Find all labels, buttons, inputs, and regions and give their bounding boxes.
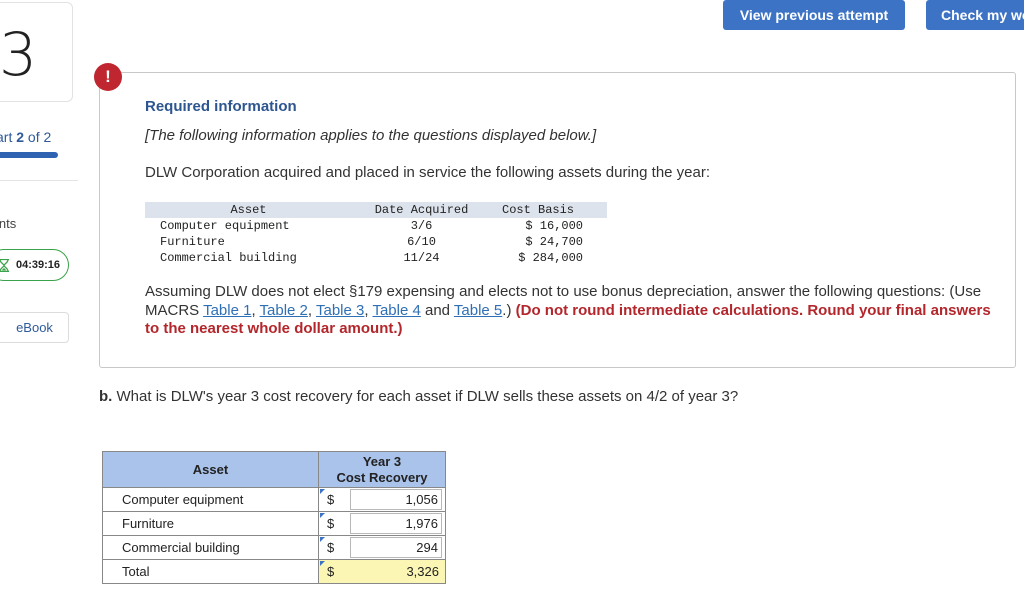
question-number: 3 <box>0 20 38 90</box>
question-text: b. What is DLW's year 3 cost recovery fo… <box>99 388 738 405</box>
ebook-button[interactable]: eBook <box>0 312 69 343</box>
separator: , <box>364 301 373 319</box>
commercial-building-input[interactable]: 294 <box>350 537 442 558</box>
currency-symbol: $ <box>327 540 335 555</box>
table-row-total: Total $ 3,326 <box>102 559 446 584</box>
part-indicator: art 2 of 2 <box>0 129 51 145</box>
answer-cell: 1,976 <box>344 511 446 536</box>
timer-text: 04:39:16 <box>16 259 61 271</box>
answer-cell: 3,326 <box>344 559 446 584</box>
asset-name: Commercial building <box>160 251 297 265</box>
separator: and <box>420 301 454 319</box>
asset-date: 3/6 <box>410 219 433 233</box>
required-information-title: Required information <box>145 98 297 115</box>
currency-symbol: $ <box>327 516 335 531</box>
currency-cell: $ <box>318 559 345 584</box>
view-previous-attempt-button[interactable]: View previous attempt <box>723 0 905 30</box>
info-note: [The following information applies to th… <box>145 127 597 144</box>
asset-date: 6/10 <box>407 235 436 249</box>
assets-table: Asset Date Acquired Cost Basis Computer … <box>145 202 607 266</box>
assets-header-date: Date Acquired <box>352 202 491 218</box>
asset-name: Computer equipment <box>160 219 290 233</box>
macrs-table-3-link[interactable]: Table 3 <box>315 301 365 319</box>
currency-cell: $ <box>318 487 345 512</box>
macrs-table-1-link[interactable]: Table 1 <box>203 301 252 319</box>
separator: .) <box>502 301 516 319</box>
question-label: b. <box>99 388 113 405</box>
timer: 04:39:16 <box>0 249 69 281</box>
instructions-text: Assuming DLW does not elect §179 expensi… <box>145 283 982 319</box>
check-my-work-button[interactable]: Check my wo <box>926 0 1024 30</box>
table-row: Commercial building 11/24 $ 284,000 <box>145 250 607 266</box>
table-row: Furniture $ 1,976 <box>102 511 446 536</box>
asset-date: 11/24 <box>403 251 440 265</box>
currency-cell: $ <box>318 511 345 536</box>
macrs-table-5-link[interactable]: Table 5 <box>453 301 503 319</box>
macrs-table-4-link[interactable]: Table 4 <box>372 301 421 319</box>
currency-symbol: $ <box>327 492 335 507</box>
furniture-input[interactable]: 1,976 <box>350 513 442 534</box>
alert-icon: ! <box>94 63 122 91</box>
table-row: Furniture 6/10 $ 24,700 <box>145 234 607 250</box>
assets-header-cost: Cost Basis <box>491 202 607 218</box>
answer-row-label: Furniture <box>102 511 319 536</box>
answer-header-asset: Asset <box>102 451 319 488</box>
required-information-panel <box>99 72 1016 368</box>
asset-cost: $ 24,700 <box>525 235 583 249</box>
hourglass-icon <box>0 259 9 272</box>
points-label: ints <box>0 216 17 231</box>
input-marker <box>320 561 325 566</box>
macrs-table-2-link[interactable]: Table 2 <box>259 301 308 319</box>
rounding-note: (Do not round intermediate calculations.… <box>145 301 991 338</box>
answer-header-year: Year 3 Cost Recovery <box>318 451 446 488</box>
info-intro: DLW Corporation acquired and placed in s… <box>145 164 711 181</box>
input-marker <box>320 489 325 494</box>
answer-row-label: Commercial building <box>102 535 319 560</box>
answer-header-year-line1: Year 3 <box>362 453 402 469</box>
asset-cost: $ 284,000 <box>518 251 583 265</box>
input-marker <box>320 537 325 542</box>
answer-total-label: Total <box>102 559 319 584</box>
part-prefix: art <box>0 129 13 145</box>
computer-equipment-input[interactable]: 1,056 <box>350 489 442 510</box>
separator: , <box>251 301 260 319</box>
answer-header-year-line2: Cost Recovery <box>336 469 428 485</box>
table-row: Commercial building $ 294 <box>102 535 446 560</box>
question-number-card: 3 <box>0 2 73 102</box>
answer-cell: 1,056 <box>344 487 446 512</box>
assets-header-asset: Asset <box>145 202 352 218</box>
input-marker <box>320 513 325 518</box>
separator: , <box>307 301 316 319</box>
answer-cell: 294 <box>344 535 446 560</box>
part-current: 2 <box>16 129 25 145</box>
answer-table: Asset Year 3 Cost Recovery Computer equi… <box>102 451 446 584</box>
answer-row-label: Computer equipment <box>102 487 319 512</box>
part-progress-bar <box>0 152 58 158</box>
instructions-paragraph: Assuming DLW does not elect §179 expensi… <box>145 283 1005 339</box>
table-row: Computer equipment 3/6 $ 16,000 <box>145 218 607 234</box>
table-row: Computer equipment $ 1,056 <box>102 487 446 512</box>
currency-cell: $ <box>318 535 345 560</box>
total-value: 3,326 <box>406 564 439 579</box>
asset-name: Furniture <box>160 235 225 249</box>
rail-divider <box>0 180 78 181</box>
asset-cost: $ 16,000 <box>525 219 583 233</box>
part-of: of 2 <box>27 129 52 145</box>
question-body: What is DLW's year 3 cost recovery for e… <box>112 388 739 405</box>
currency-symbol: $ <box>327 564 335 579</box>
